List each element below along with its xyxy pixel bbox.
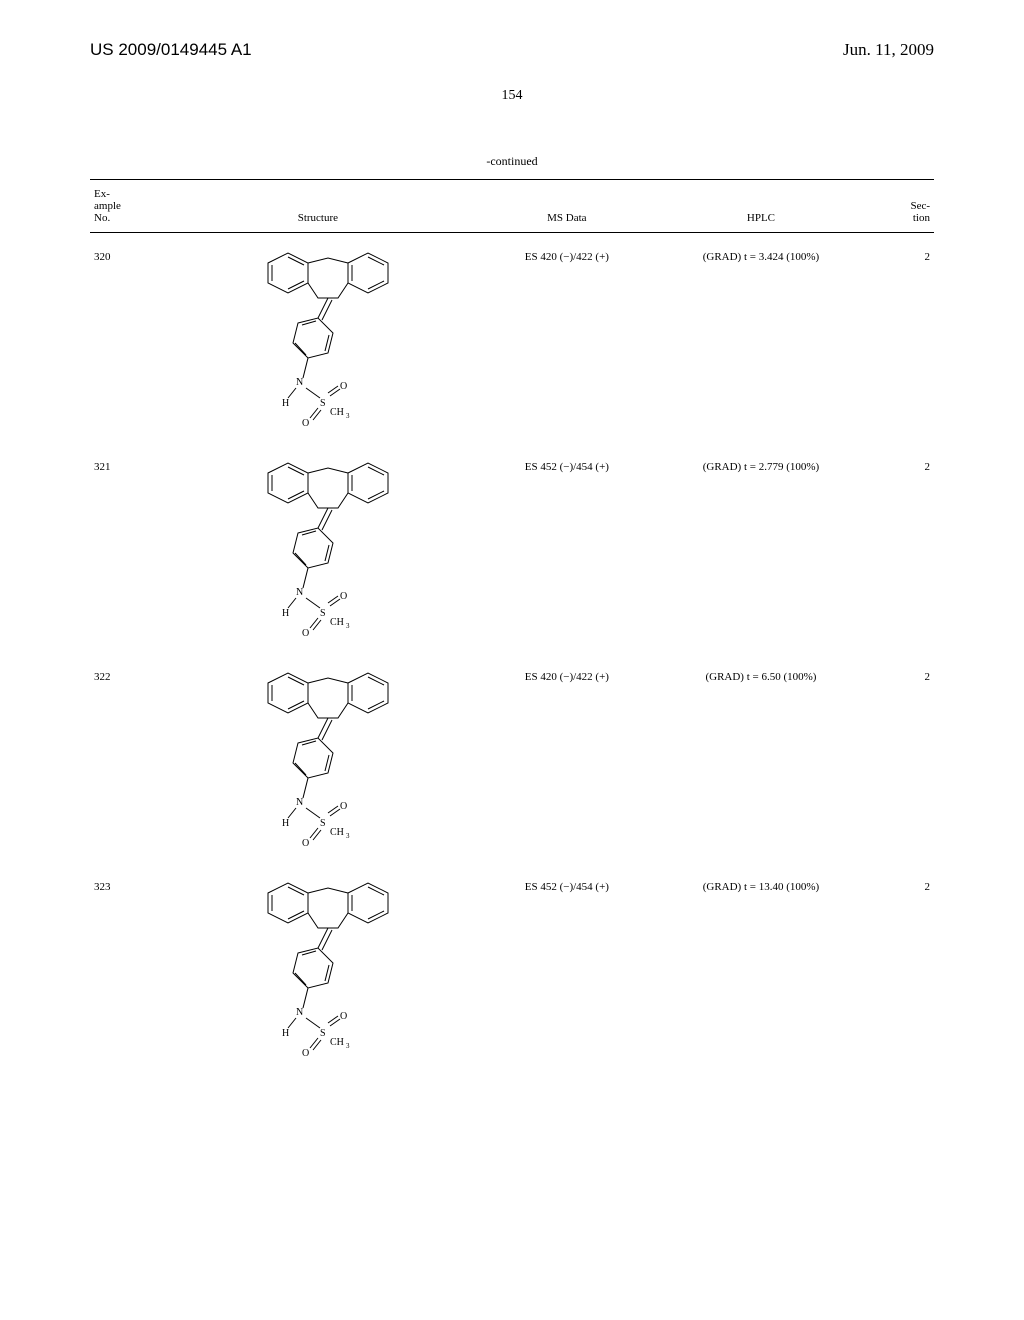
svg-text:H: H [282,608,289,619]
svg-text:3: 3 [346,1042,350,1050]
cell-hplc: (GRAD) t = 2.779 (100%) [655,443,866,653]
cell-ms-data: ES 452 (−)/454 (+) [478,443,655,653]
svg-text:O: O [302,838,309,849]
data-table-wrapper: Ex- ample No. Structure MS Data HPLC Sec… [90,179,934,1073]
cell-example-no: 321 [90,443,158,653]
page-number: 154 [90,88,934,104]
col-section: Sec- tion [866,180,934,232]
col-example-no: Ex- ample No. [90,180,158,232]
cell-structure: N H S O O CH 3 S H 3 C [158,233,479,443]
structure-diagram: N H S O O CH 3 S O O H 3 C [198,873,418,1071]
svg-text:O: O [302,418,309,429]
svg-text:S: S [320,608,326,619]
svg-text:S: S [320,818,326,829]
col-ms-data: MS Data [478,180,655,232]
table-row: 322 N [90,653,934,863]
table-header-row: Ex- ample No. Structure MS Data HPLC Sec… [90,180,934,232]
svg-text:H: H [282,1028,289,1039]
cell-example-no: 323 [90,863,158,1073]
svg-text:N: N [296,587,303,598]
svg-text:H: H [282,818,289,829]
svg-text:H: H [282,398,289,409]
cell-structure: N H S O O CH 3 S H 3 C [158,653,479,863]
cell-example-no: 320 [90,233,158,443]
cell-structure: N H S O O CH 3 S O O H 3 C [158,863,479,1073]
cell-ms-data: ES 452 (−)/454 (+) [478,863,655,1073]
structure-diagram: N H S O O CH 3 S H 3 C [198,663,418,861]
publication-date: Jun. 11, 2009 [843,40,934,60]
compound-table-body: 320 N [90,233,934,1073]
svg-text:3: 3 [346,412,350,420]
patent-number: US 2009/0149445 A1 [90,40,252,60]
cell-ms-data: ES 420 (−)/422 (+) [478,233,655,443]
svg-text:3: 3 [346,832,350,840]
svg-text:S: S [320,1028,326,1039]
cell-section: 2 [866,233,934,443]
svg-text:3: 3 [346,622,350,630]
structure-diagram: N H S O O CH 3 S O O OH [198,453,418,651]
svg-text:O: O [340,801,347,812]
col-structure: Structure [158,180,479,232]
svg-text:N: N [296,377,303,388]
svg-text:O: O [340,591,347,602]
svg-text:O: O [340,381,347,392]
svg-text:O: O [302,628,309,639]
cell-hplc: (GRAD) t = 6.50 (100%) [655,653,866,863]
table-row: 320 N [90,233,934,443]
continued-label: -continued [90,154,934,169]
svg-text:N: N [296,1007,303,1018]
compound-table: Ex- ample No. Structure MS Data HPLC Sec… [90,180,934,232]
svg-text:CH: CH [330,1037,344,1048]
page-header: US 2009/0149445 A1 Jun. 11, 2009 [90,40,934,60]
table-row: 321 N [90,443,934,653]
svg-text:N: N [296,797,303,808]
svg-text:O: O [302,1048,309,1059]
svg-text:O: O [340,1011,347,1022]
cell-hplc: (GRAD) t = 13.40 (100%) [655,863,866,1073]
cell-example-no: 322 [90,653,158,863]
cell-section: 2 [866,863,934,1073]
svg-text:CH: CH [330,827,344,838]
table-row: 323 N [90,863,934,1073]
svg-text:CH: CH [330,617,344,628]
cell-section: 2 [866,653,934,863]
cell-section: 2 [866,443,934,653]
cell-structure: N H S O O CH 3 S O O OH [158,443,479,653]
svg-text:CH: CH [330,407,344,418]
structure-diagram: N H S O O CH 3 S H 3 C [198,243,418,441]
cell-ms-data: ES 420 (−)/422 (+) [478,653,655,863]
col-hplc: HPLC [655,180,866,232]
cell-hplc: (GRAD) t = 3.424 (100%) [655,233,866,443]
svg-text:S: S [320,398,326,409]
